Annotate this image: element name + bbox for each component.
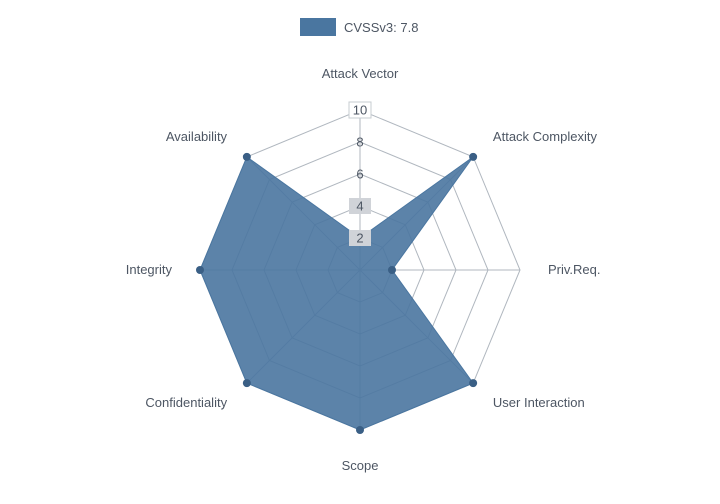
tick-label: 4 [356,198,363,213]
data-marker [243,153,251,161]
data-marker [196,266,204,274]
data-marker [388,266,396,274]
cvss-radar-chart: Attack Vector Attack Complexity Priv.Req. U… [0,0,720,504]
axis-label: User Interaction [493,395,585,410]
tick-label: 8 [356,134,363,149]
axis-label: Attack Vector [322,66,399,81]
axis-label: Priv.Req. [548,262,601,277]
data-marker [356,426,364,434]
tick-label: 2 [356,230,363,245]
axis-label: Availability [166,129,228,144]
axis-label: Confidentiality [145,395,227,410]
legend-swatch [300,18,336,36]
data-marker [469,379,477,387]
tick-label: 6 [356,166,363,181]
data-polygon [200,157,473,430]
axis-label: Integrity [126,262,173,277]
tick-label: 10 [353,102,367,117]
axis-label: Attack Complexity [493,129,598,144]
legend: CVSSv3: 7.8 [300,18,418,36]
data-marker [469,153,477,161]
legend-label: CVSSv3: 7.8 [344,20,418,35]
axis-label: Scope [342,458,379,473]
data-marker [243,379,251,387]
